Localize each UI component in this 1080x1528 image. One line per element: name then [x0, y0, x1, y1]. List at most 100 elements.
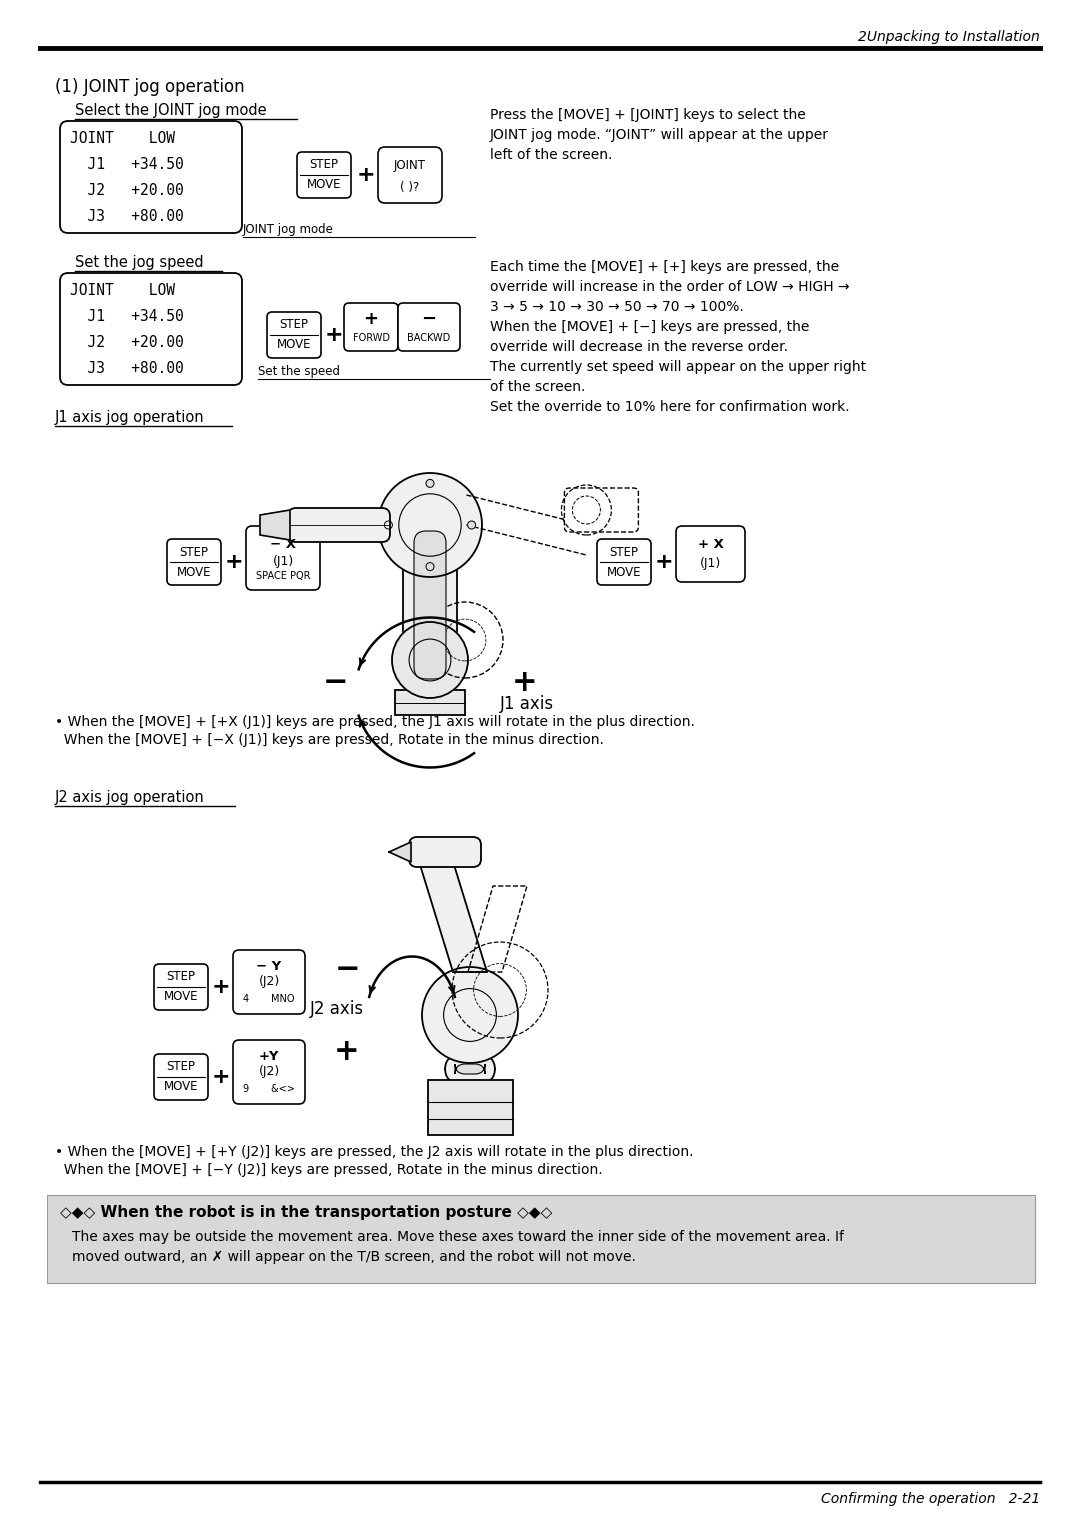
Text: ( )?: ( )?: [401, 180, 420, 194]
Text: MOVE: MOVE: [307, 179, 341, 191]
FancyBboxPatch shape: [154, 964, 208, 1010]
Text: SPACE PQR: SPACE PQR: [256, 571, 310, 581]
Text: MOVE: MOVE: [607, 565, 642, 579]
FancyBboxPatch shape: [676, 526, 745, 582]
FancyBboxPatch shape: [399, 303, 460, 351]
Text: Each time the [MOVE] + [+] keys are pressed, the
override will increase in the o: Each time the [MOVE] + [+] keys are pres…: [490, 260, 866, 414]
Circle shape: [422, 967, 518, 1063]
Circle shape: [426, 480, 434, 487]
Text: (J2): (J2): [258, 975, 280, 989]
Text: STEP: STEP: [166, 1060, 195, 1074]
Text: J3   +80.00: J3 +80.00: [70, 209, 184, 225]
FancyBboxPatch shape: [288, 507, 390, 542]
Text: • When the [MOVE] + [+Y (J2)] keys are pressed, the J2 axis will rotate in the p: • When the [MOVE] + [+Y (J2)] keys are p…: [55, 1144, 693, 1160]
FancyBboxPatch shape: [154, 1054, 208, 1100]
Text: + X: + X: [698, 538, 724, 552]
Text: STEP: STEP: [609, 545, 638, 559]
Polygon shape: [389, 842, 411, 862]
Text: +Y: +Y: [259, 1051, 280, 1063]
Text: J1   +34.50: J1 +34.50: [70, 309, 184, 324]
Text: +: +: [212, 976, 230, 996]
Bar: [395, 691, 465, 715]
Text: − X: − X: [270, 538, 296, 552]
Text: J1   +34.50: J1 +34.50: [70, 157, 184, 173]
Text: − Y: − Y: [256, 961, 282, 973]
Text: BACKWD: BACKWD: [407, 333, 450, 342]
Text: −: −: [322, 668, 348, 697]
Text: (1) JOINT jog operation: (1) JOINT jog operation: [55, 78, 245, 96]
Text: 4       MNO: 4 MNO: [243, 993, 295, 1004]
Text: +: +: [512, 668, 538, 697]
Text: ◇◆◇ When the robot is in the transportation posture ◇◆◇: ◇◆◇ When the robot is in the transportat…: [60, 1206, 552, 1219]
Text: MOVE: MOVE: [164, 990, 199, 1004]
Text: J1 axis: J1 axis: [500, 695, 554, 714]
FancyBboxPatch shape: [297, 151, 351, 199]
FancyBboxPatch shape: [233, 1041, 305, 1105]
Text: +: +: [364, 310, 378, 329]
Text: MOVE: MOVE: [177, 565, 212, 579]
Text: (J1): (J1): [700, 556, 721, 570]
FancyBboxPatch shape: [445, 1054, 495, 1083]
Bar: [48, 1195, 1035, 1284]
Text: STEP: STEP: [310, 159, 338, 171]
FancyBboxPatch shape: [597, 539, 651, 585]
Text: −: −: [334, 955, 360, 984]
FancyBboxPatch shape: [403, 523, 457, 688]
Text: J2   +20.00: J2 +20.00: [70, 335, 184, 350]
Text: JOINT    LOW: JOINT LOW: [70, 131, 175, 147]
Text: When the [MOVE] + [−Y (J2)] keys are pressed, Rotate in the minus direction.: When the [MOVE] + [−Y (J2)] keys are pre…: [55, 1163, 603, 1177]
Text: Set the speed: Set the speed: [258, 365, 340, 377]
Text: Select the JOINT jog mode: Select the JOINT jog mode: [75, 102, 267, 118]
Circle shape: [426, 562, 434, 570]
FancyBboxPatch shape: [60, 121, 242, 232]
FancyBboxPatch shape: [233, 950, 305, 1015]
Text: J2   +20.00: J2 +20.00: [70, 183, 184, 199]
Text: +: +: [356, 165, 376, 185]
Text: (J2): (J2): [258, 1065, 280, 1079]
Text: MOVE: MOVE: [164, 1080, 199, 1094]
Text: +: +: [334, 1036, 360, 1065]
FancyBboxPatch shape: [565, 487, 638, 532]
Text: JOINT jog mode: JOINT jog mode: [243, 223, 334, 235]
FancyBboxPatch shape: [455, 1063, 485, 1074]
Bar: [428, 1080, 513, 1135]
Circle shape: [468, 521, 475, 529]
Text: STEP: STEP: [179, 545, 208, 559]
Text: −: −: [421, 310, 436, 329]
Text: JOINT: JOINT: [394, 159, 426, 173]
Text: moved outward, an ✗ will appear on the T/B screen, and the robot will not move.: moved outward, an ✗ will appear on the T…: [72, 1250, 636, 1264]
Text: +: +: [654, 552, 673, 571]
Text: STEP: STEP: [166, 970, 195, 984]
Text: • When the [MOVE] + [+X (J1)] keys are pressed, the J1 axis will rotate in the p: • When the [MOVE] + [+X (J1)] keys are p…: [55, 715, 694, 729]
FancyBboxPatch shape: [409, 837, 481, 866]
Text: 9       &<>: 9 &<>: [243, 1083, 295, 1094]
Text: MOVE: MOVE: [276, 339, 311, 351]
FancyBboxPatch shape: [60, 274, 242, 385]
Text: FORWD: FORWD: [352, 333, 390, 342]
Polygon shape: [260, 510, 291, 539]
FancyBboxPatch shape: [414, 532, 446, 678]
Text: Confirming the operation   2-21: Confirming the operation 2-21: [821, 1491, 1040, 1507]
FancyBboxPatch shape: [378, 147, 442, 203]
FancyBboxPatch shape: [167, 539, 221, 585]
Text: Press the [MOVE] + [JOINT] keys to select the
JOINT jog mode. “JOINT” will appea: Press the [MOVE] + [JOINT] keys to selec…: [490, 108, 829, 162]
Text: +: +: [325, 325, 343, 345]
Polygon shape: [413, 842, 487, 972]
Text: J3   +80.00: J3 +80.00: [70, 361, 184, 376]
FancyBboxPatch shape: [345, 303, 399, 351]
Text: When the [MOVE] + [−X (J1)] keys are pressed, Rotate in the minus direction.: When the [MOVE] + [−X (J1)] keys are pre…: [55, 733, 604, 747]
Text: (J1): (J1): [272, 555, 294, 567]
Text: STEP: STEP: [280, 318, 309, 332]
FancyBboxPatch shape: [267, 312, 321, 358]
Circle shape: [392, 622, 468, 698]
Text: +: +: [212, 1067, 230, 1086]
Circle shape: [384, 521, 392, 529]
Text: JOINT    LOW: JOINT LOW: [70, 283, 175, 298]
Text: The axes may be outside the movement area. Move these axes toward the inner side: The axes may be outside the movement are…: [72, 1230, 843, 1244]
Circle shape: [378, 474, 482, 578]
Text: 2Unpacking to Installation: 2Unpacking to Installation: [859, 31, 1040, 44]
Text: J1 axis jog operation: J1 axis jog operation: [55, 410, 204, 425]
Text: J2 axis: J2 axis: [310, 999, 364, 1018]
FancyBboxPatch shape: [246, 526, 320, 590]
Text: +: +: [225, 552, 243, 571]
